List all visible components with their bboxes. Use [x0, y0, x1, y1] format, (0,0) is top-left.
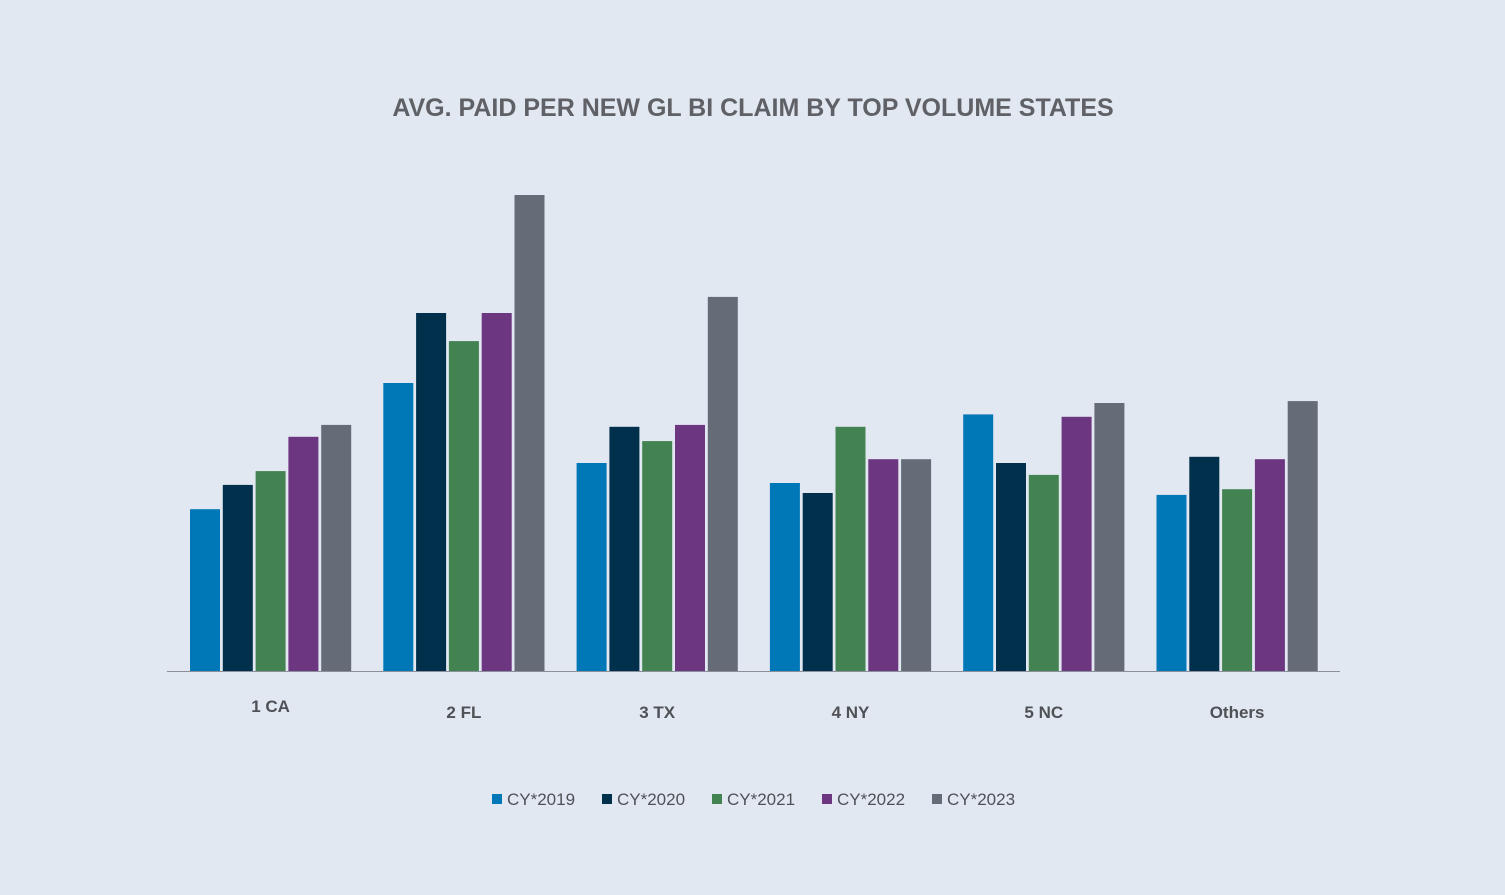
legend-item-cy-2022: CY*2022: [822, 790, 905, 809]
bar-5-nc-cy-2023: [1094, 403, 1125, 671]
bar-others-cy-2023: [1287, 401, 1318, 671]
legend-item-cy-2020: CY*2020: [602, 790, 685, 809]
legend-swatch-cy-2020: [602, 794, 612, 804]
bar-3-tx-cy-2020: [609, 426, 640, 671]
legend-label-cy-2019: CY*2019: [507, 790, 575, 809]
x-tick-label-5-nc: 5 NC: [1024, 703, 1063, 722]
bar-4-ny-cy-2023: [901, 459, 932, 671]
x-tick-label-2-fl: 2 FL: [446, 703, 481, 722]
legend-swatch-cy-2021: [712, 794, 722, 804]
bar-1-ca-cy-2020: [222, 484, 253, 671]
legend-label-cy-2020: CY*2020: [617, 790, 685, 809]
bar-1-ca-cy-2019: [190, 509, 220, 671]
bars-layer: [190, 195, 1318, 671]
legend-label-cy-2023: CY*2023: [947, 790, 1015, 809]
bar-5-nc-cy-2019: [963, 414, 994, 671]
bar-1-ca-cy-2022: [288, 436, 319, 671]
legend-swatch-cy-2019: [492, 794, 502, 804]
chart-title: AVG. PAID PER NEW GL BI CLAIM BY TOP VOL…: [392, 94, 1113, 122]
bar-1-ca-cy-2021: [255, 471, 286, 671]
bar-group-1-ca: [190, 424, 352, 671]
bar-others-cy-2022: [1254, 459, 1285, 671]
bar-4-ny-cy-2020: [802, 493, 833, 671]
bar-4-ny-cy-2022: [868, 459, 899, 671]
bar-4-ny-cy-2019: [769, 483, 800, 671]
x-tick-label-3-tx: 3 TX: [639, 703, 676, 722]
bar-3-tx-cy-2023: [707, 296, 738, 671]
x-tick-label-4-ny: 4 NY: [832, 703, 870, 722]
bar-5-nc-cy-2020: [996, 463, 1026, 671]
legend: CY*2019 CY*2020 CY*2021 CY*2022 CY*2023: [492, 790, 1015, 809]
bar-2-fl-cy-2021: [448, 341, 479, 671]
bar-others-cy-2019: [1156, 494, 1187, 671]
legend-swatch-cy-2022: [822, 794, 832, 804]
bar-5-nc-cy-2022: [1061, 416, 1092, 671]
legend-item-cy-2023: CY*2023: [932, 790, 1015, 809]
bar-5-nc-cy-2021: [1028, 474, 1059, 671]
bar-3-tx-cy-2022: [675, 424, 705, 671]
bar-3-tx-cy-2021: [642, 441, 673, 671]
legend-item-cy-2019: CY*2019: [492, 790, 575, 809]
x-tick-label-1-ca: 1 CA: [251, 697, 290, 716]
bar-3-tx-cy-2019: [576, 463, 607, 671]
legend-item-cy-2021: CY*2021: [712, 790, 795, 809]
bar-group-2-fl: [383, 195, 545, 671]
bar-group-4-ny: [769, 426, 932, 671]
legend-label-cy-2021: CY*2021: [727, 790, 795, 809]
bar-2-fl-cy-2019: [383, 383, 414, 671]
legend-swatch-cy-2023: [932, 794, 942, 804]
bar-group-3-tx: [576, 296, 738, 671]
bar-2-fl-cy-2020: [416, 313, 447, 671]
legend-label-cy-2022: CY*2022: [837, 790, 905, 809]
bar-2-fl-cy-2022: [481, 313, 512, 671]
bar-1-ca-cy-2023: [321, 424, 352, 671]
bar-4-ny-cy-2021: [835, 426, 866, 671]
bar-group-others: [1156, 401, 1318, 671]
bar-2-fl-cy-2023: [514, 195, 545, 671]
bar-others-cy-2021: [1222, 489, 1253, 671]
x-tick-label-others: Others: [1210, 703, 1265, 722]
bar-group-5-nc: [963, 403, 1125, 671]
bar-others-cy-2020: [1189, 456, 1220, 671]
x-axis-labels: 1 CA 2 FL 3 TX 4 NY 5 NC Others: [251, 697, 1264, 722]
